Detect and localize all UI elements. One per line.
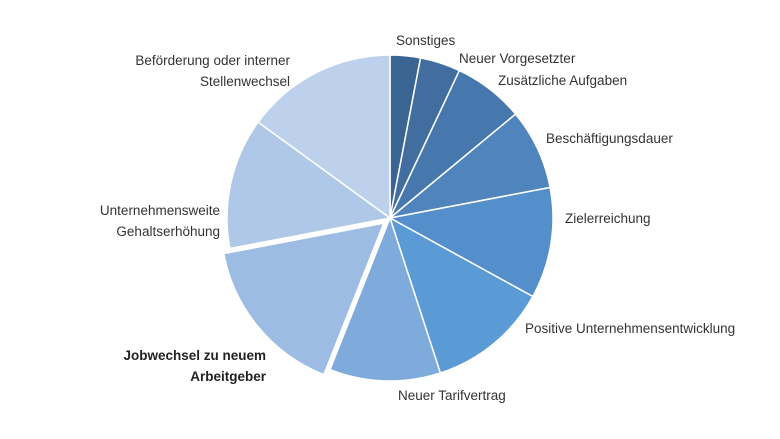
pie-slice	[389, 186, 554, 298]
pie-slice	[329, 217, 442, 382]
slice-label: Beförderung oder interner	[135, 53, 290, 68]
slice-label: Arbeitgeber	[190, 369, 267, 384]
pie-slice	[389, 217, 534, 374]
slice-label: Stellenwechsel	[200, 74, 290, 89]
slice-label: Neuer Tarifvertrag	[398, 388, 506, 403]
slice-label: Zusätzliche Aufgaben	[498, 73, 627, 88]
slice-label: Unternehmensweite	[100, 203, 220, 218]
slice-label: Positive Unternehmensentwicklung	[525, 321, 735, 336]
slice-label: Sonstiges	[396, 33, 456, 48]
slice-label: Beschäftigungsdauer	[546, 131, 673, 146]
slice-label: Neuer Vorgesetzter	[459, 51, 576, 66]
pie-slices	[222, 54, 554, 382]
pie-slice	[257, 54, 391, 219]
pie-slice	[222, 222, 385, 376]
slice-label: Gehaltserhöhung	[116, 224, 220, 239]
pie-slice	[226, 121, 391, 250]
slice-label: Zielerreichung	[565, 211, 651, 226]
slice-label: Jobwechsel zu neuem	[123, 348, 266, 363]
